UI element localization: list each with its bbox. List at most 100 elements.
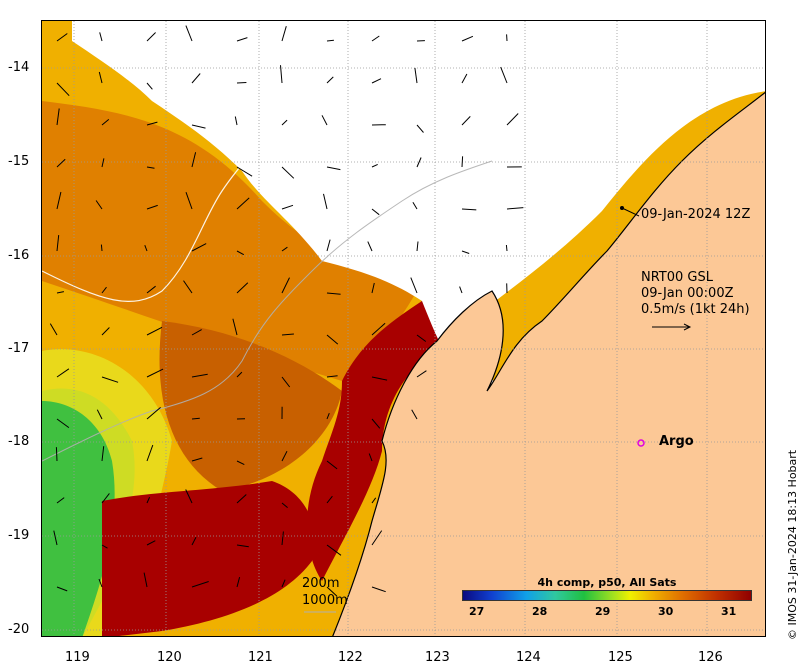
current-vector <box>416 241 419 252</box>
current-vector <box>326 375 338 378</box>
current-vector <box>326 586 338 597</box>
current-vector <box>146 496 151 504</box>
current-vector <box>280 65 283 84</box>
x-tick-label: 121 <box>248 650 273 665</box>
current-vector <box>234 116 238 126</box>
imos-credit: © IMOS 31-Jan-2024 18:13 Hobart <box>786 449 799 640</box>
current-vector <box>505 244 508 252</box>
current-scale-label: 0.5m/s (1kt 24h) <box>641 302 750 317</box>
current-vector-field <box>49 25 524 597</box>
current-vector <box>326 544 342 556</box>
current-vector <box>56 82 70 97</box>
current-vector <box>326 460 338 470</box>
current-scale-arrow <box>652 323 692 331</box>
current-vector <box>236 37 248 42</box>
current-vector <box>371 530 383 546</box>
current-vector <box>371 35 380 42</box>
bathymetry-contour-1000m <box>42 21 373 302</box>
current-vector <box>146 204 158 210</box>
lon-grid-lines <box>73 21 708 636</box>
current-vector <box>146 82 153 90</box>
contour-200m-label: 200m <box>302 576 340 591</box>
x-tick-label: 126 <box>698 650 723 665</box>
x-tick-label: 119 <box>65 650 90 665</box>
current-vector <box>144 245 148 252</box>
sst-colorbar <box>462 590 752 601</box>
current-vector <box>56 235 60 252</box>
current-vector <box>416 370 427 378</box>
current-vector <box>191 457 203 462</box>
current-vector <box>185 25 193 42</box>
current-vector <box>49 323 58 336</box>
current-vector <box>146 285 156 294</box>
current-vector <box>371 322 386 336</box>
current-vector <box>101 119 110 126</box>
colorbar-tick-label: 29 <box>595 605 611 618</box>
sst-map <box>41 20 766 637</box>
current-vector <box>191 373 208 378</box>
current-vector <box>183 280 193 294</box>
current-vector <box>281 277 290 294</box>
current-vector <box>191 536 197 546</box>
current-vector <box>56 368 70 378</box>
sst-warm-zone <box>42 101 422 381</box>
colorbar-tick-label: 30 <box>658 605 674 618</box>
cloud-cover <box>72 21 765 393</box>
current-vector <box>368 453 373 462</box>
current-vector <box>416 157 422 168</box>
current-vector <box>461 35 474 42</box>
sst-hot-zone-coast <box>307 299 445 581</box>
current-vector <box>236 82 247 84</box>
argo-label: Argo <box>659 434 694 449</box>
y-tick-label: -15 <box>8 154 30 169</box>
current-vector <box>146 121 158 126</box>
current-vector <box>236 250 245 256</box>
current-vector <box>367 241 373 252</box>
y-tick-label: -18 <box>8 434 30 449</box>
current-vector <box>281 204 294 210</box>
current-vector <box>56 291 64 294</box>
current-vector <box>56 191 62 210</box>
current-vector <box>281 579 286 588</box>
y-tick-label: -17 <box>8 341 30 356</box>
current-vector <box>56 158 66 168</box>
current-vector <box>281 531 284 546</box>
current-vector <box>232 318 238 336</box>
current-vector <box>321 115 328 126</box>
current-vector <box>371 418 381 429</box>
current-vector <box>101 446 105 462</box>
current-vector <box>323 193 328 210</box>
current-vector <box>416 124 424 133</box>
current-vector <box>56 418 70 429</box>
current-vector <box>96 409 103 420</box>
x-tick-label: 122 <box>338 650 363 665</box>
current-product-label: NRT00 GSL <box>641 270 713 285</box>
current-vector <box>236 197 250 210</box>
current-vector <box>410 277 418 294</box>
current-vector <box>101 286 107 294</box>
y-tick-label: -20 <box>8 622 30 637</box>
current-vector <box>281 26 287 42</box>
current-vector <box>414 67 418 84</box>
current-vector <box>236 544 249 548</box>
current-vector <box>371 586 386 593</box>
current-vector <box>56 33 68 42</box>
current-vector <box>146 32 156 42</box>
current-vector <box>461 156 464 168</box>
current-vector <box>236 371 243 378</box>
current-time-label: 09-Jan 00:00Z <box>641 286 734 301</box>
argo-float-marker[interactable] <box>637 439 645 447</box>
x-tick-label: 124 <box>516 650 541 665</box>
current-vector <box>461 208 477 211</box>
colorbar-tick-label: 28 <box>532 605 548 618</box>
lat-grid-lines <box>42 67 765 631</box>
current-vector <box>143 572 148 588</box>
current-vector <box>326 413 330 420</box>
current-vector <box>191 581 209 588</box>
colorbar-title: 4h comp, p50, All Sats <box>537 576 677 589</box>
current-vector <box>53 530 58 546</box>
current-vector <box>191 73 201 84</box>
current-vector <box>281 502 288 508</box>
current-vector <box>95 200 103 210</box>
current-vector <box>236 282 249 294</box>
